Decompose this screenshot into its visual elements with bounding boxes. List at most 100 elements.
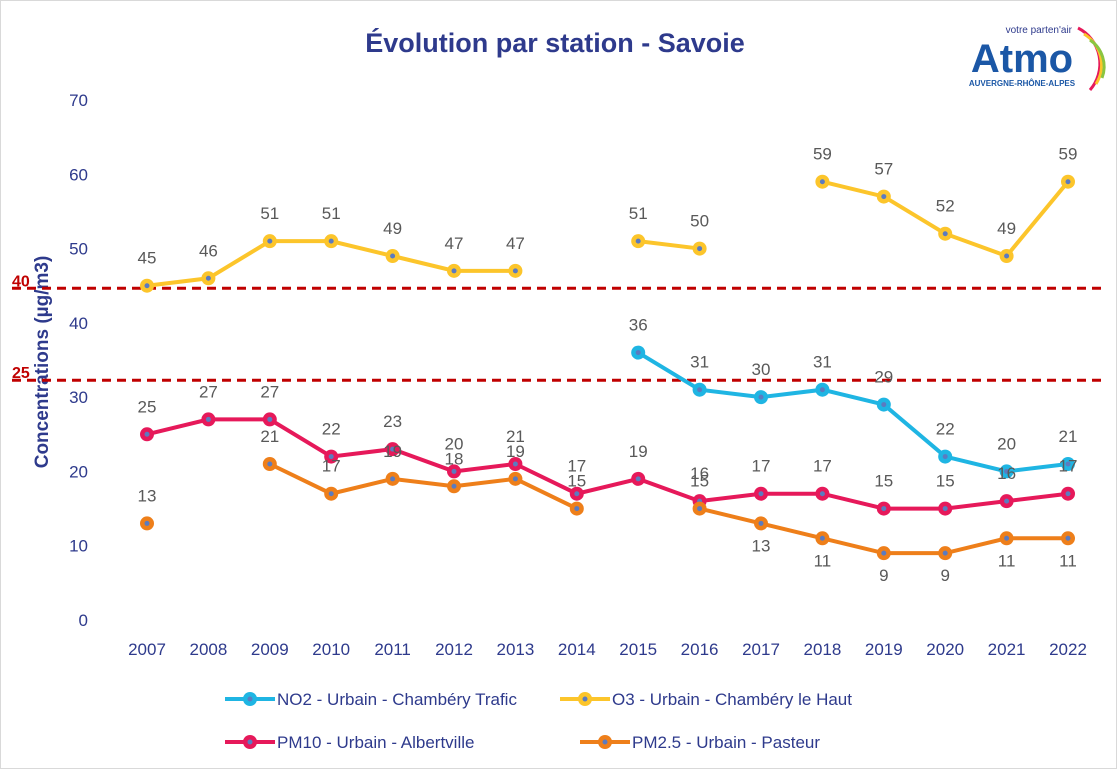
data-label: 15 — [567, 472, 586, 491]
data-label: 45 — [138, 249, 157, 268]
data-label: 51 — [260, 204, 279, 223]
x-tick-label: 2016 — [681, 640, 719, 659]
data-label: 19 — [506, 442, 525, 461]
x-tick-label: 2007 — [128, 640, 166, 659]
chart-title: Évolution par station - Savoie — [365, 27, 745, 58]
y-axis-label: Concentrations (µg/m3) — [32, 256, 53, 469]
x-tick-label: 2010 — [312, 640, 350, 659]
data-label: 11 — [814, 551, 832, 570]
data-label: 59 — [1059, 145, 1078, 164]
y-tick-label: 0 — [79, 611, 88, 630]
data-label: 31 — [690, 353, 709, 372]
legend-marker-center — [582, 696, 588, 702]
data-point-center — [267, 461, 273, 467]
data-label: 51 — [629, 204, 648, 223]
logo-tagline: votre parten'air — [1006, 25, 1073, 36]
logo-arc — [1083, 32, 1103, 85]
data-label: 49 — [997, 219, 1016, 238]
data-label: 20 — [445, 434, 464, 453]
threshold-label: 40 — [12, 273, 30, 290]
data-point-center — [881, 194, 887, 200]
data-label: 17 — [1059, 457, 1078, 476]
logo-text: Atmo — [971, 37, 1073, 81]
x-tick-label: 2015 — [619, 640, 657, 659]
data-label: 15 — [936, 472, 955, 491]
data-label: 13 — [752, 536, 771, 555]
data-label: 15 — [874, 472, 893, 491]
data-point-center — [390, 446, 396, 452]
data-point-center — [328, 238, 334, 244]
data-label: 50 — [690, 212, 709, 231]
data-point-center — [635, 238, 641, 244]
data-label: 22 — [322, 420, 341, 439]
data-point-center — [512, 461, 518, 467]
data-label: 9 — [940, 566, 949, 585]
x-tick-label: 2019 — [865, 640, 903, 659]
data-point-center — [942, 550, 948, 556]
data-label: 27 — [199, 382, 218, 401]
data-label: 17 — [752, 457, 771, 476]
x-tick-label: 2013 — [496, 640, 534, 659]
data-point-center — [697, 387, 703, 393]
data-point-center — [451, 268, 457, 274]
data-point-center — [758, 520, 764, 526]
data-point-center — [1065, 535, 1071, 541]
data-point-center — [451, 483, 457, 489]
data-label: 18 — [445, 449, 464, 468]
logo-arc — [1089, 38, 1106, 79]
x-tick-label: 2022 — [1049, 640, 1087, 659]
data-label: 36 — [629, 316, 648, 335]
data-point-center — [635, 350, 641, 356]
data-point-center — [819, 491, 825, 497]
data-label: 21 — [260, 427, 279, 446]
data-point-center — [942, 454, 948, 460]
data-label: 27 — [260, 382, 279, 401]
series-line — [146, 417, 1069, 511]
x-tick-label: 2021 — [988, 640, 1026, 659]
data-point-center — [574, 491, 580, 497]
data-point-center — [390, 476, 396, 482]
data-point-center — [390, 253, 396, 259]
data-label: 21 — [506, 427, 525, 446]
data-point-center — [144, 283, 150, 289]
data-label: 16 — [690, 464, 709, 483]
data-point-center — [205, 275, 211, 281]
data-label: 21 — [1059, 427, 1078, 446]
data-point-center — [881, 550, 887, 556]
x-tick-label: 2009 — [251, 640, 289, 659]
data-label: 57 — [874, 160, 893, 179]
x-tick-label: 2020 — [926, 640, 964, 659]
data-point-center — [144, 520, 150, 526]
series-line — [637, 239, 700, 251]
data-point-center — [267, 238, 273, 244]
data-point-center — [205, 416, 211, 422]
data-label: 20 — [997, 434, 1016, 453]
data-label: 47 — [445, 234, 464, 253]
data-point-center — [1004, 535, 1010, 541]
data-label: 52 — [936, 197, 955, 216]
data-label: 17 — [322, 457, 341, 476]
data-label: 30 — [752, 360, 771, 379]
data-label: 17 — [567, 457, 586, 476]
legend-label: O3 - Urbain - Chambéry le Haut — [612, 690, 852, 709]
data-point-center — [328, 454, 334, 460]
data-point-center — [942, 506, 948, 512]
data-point-center — [942, 231, 948, 237]
data-point-center — [328, 491, 334, 497]
data-label: 9 — [879, 566, 888, 585]
y-tick-label: 50 — [69, 240, 88, 259]
y-tick-label: 70 — [69, 91, 88, 110]
data-point-center — [451, 468, 457, 474]
data-point-center — [758, 394, 764, 400]
data-point-center — [1065, 491, 1071, 497]
data-point-center — [1065, 179, 1071, 185]
data-point-center — [881, 402, 887, 408]
data-label: 11 — [998, 551, 1016, 570]
logo: votre parten'air Atmo AUVERGNE-RHÔNE-ALP… — [969, 25, 1106, 91]
y-tick-label: 60 — [69, 165, 88, 184]
data-point-center — [512, 476, 518, 482]
y-tick-label: 20 — [69, 462, 88, 481]
data-point-center — [697, 246, 703, 252]
